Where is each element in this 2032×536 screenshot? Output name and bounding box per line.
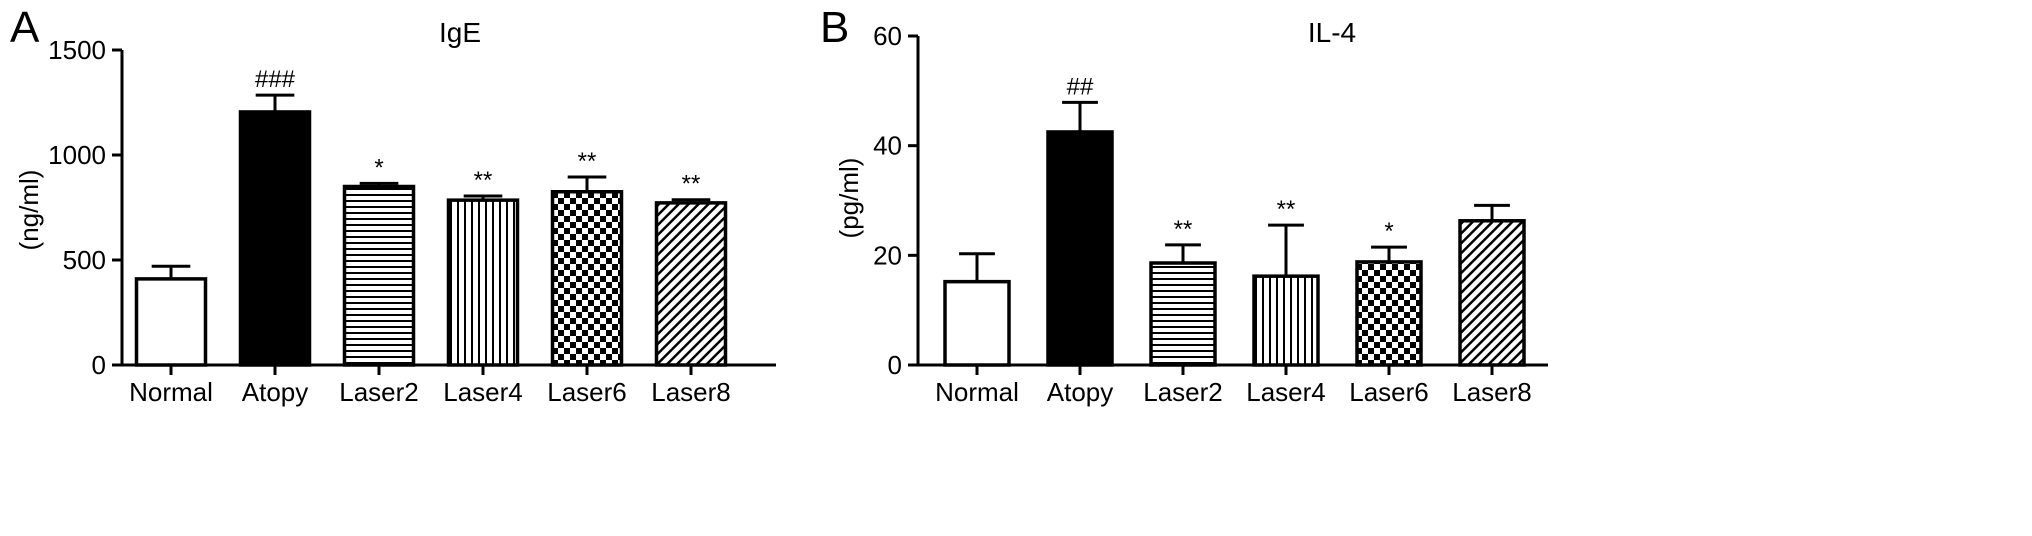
bar-laser2 (342, 184, 416, 367)
y-tick-label: 500 (63, 245, 106, 275)
significance-label: ** (1277, 196, 1296, 223)
x-tick-label: Normal (129, 377, 213, 407)
plot-area: 0 20 40 60 Normal Atopy ## Laser2 ** Laser4 ** Lase… (873, 21, 1548, 407)
bar-atopy (1046, 130, 1114, 367)
x-tick-label: Laser4 (1246, 377, 1326, 407)
y-tick-label: 0 (888, 350, 902, 380)
significance-label: ** (1174, 216, 1193, 243)
x-tick-label: Laser2 (339, 377, 419, 407)
y-tick-label: 20 (873, 240, 902, 270)
panel-b: B IL-4 (pg/ml) 0 20 40 60 Normal Atopy ## Laser… (820, 3, 1548, 407)
y-tick-label: 60 (873, 21, 902, 51)
panel-a: A IgE (ng/ml) 0 500 1000 1500 Normal Atopy ###… (10, 3, 776, 407)
significance-label: * (374, 154, 383, 181)
y-axis-label: (pg/ml) (834, 158, 864, 239)
x-tick-label: Normal (935, 377, 1019, 407)
x-tick-label: Laser2 (1143, 377, 1223, 407)
significance-label: ## (1067, 73, 1094, 100)
y-tick-label: 40 (873, 131, 902, 161)
bar-laser6 (550, 190, 624, 367)
bar-atopy (238, 110, 312, 367)
chart-title: IL-4 (1308, 17, 1356, 48)
bar-laser8 (1458, 219, 1526, 367)
y-tick-label: 1000 (48, 140, 106, 170)
x-tick-label: Laser8 (1452, 377, 1532, 407)
bar-laser2 (1149, 261, 1217, 367)
bar-normal (943, 279, 1011, 367)
x-tick-label: Atopy (242, 377, 309, 407)
y-tick-label: 1500 (48, 35, 106, 65)
significance-label: ** (578, 148, 597, 175)
chart-title: IgE (439, 17, 481, 48)
bar-laser4 (446, 198, 520, 367)
x-tick-label: Atopy (1047, 377, 1114, 407)
x-tick-label: Laser8 (651, 377, 731, 407)
y-tick-label: 0 (92, 350, 106, 380)
significance-label: ** (474, 167, 493, 194)
significance-label: ### (255, 66, 296, 93)
x-tick-label: Laser6 (1349, 377, 1429, 407)
y-axis-label: (ng/ml) (14, 170, 44, 251)
x-tick-label: Laser6 (547, 377, 627, 407)
bar-laser8 (654, 201, 728, 367)
x-tick-label: Laser4 (443, 377, 523, 407)
significance-label: * (1384, 218, 1393, 245)
bar-normal (134, 277, 208, 367)
plot-area: 0 500 1000 1500 Normal Atopy ### Laser2 * Laser4 *… (48, 35, 776, 407)
bar-laser6 (1355, 260, 1423, 367)
panel-letter: B (820, 3, 849, 52)
panel-letter: A (10, 3, 40, 52)
bar-laser4 (1252, 274, 1320, 367)
significance-label: ** (682, 171, 701, 198)
